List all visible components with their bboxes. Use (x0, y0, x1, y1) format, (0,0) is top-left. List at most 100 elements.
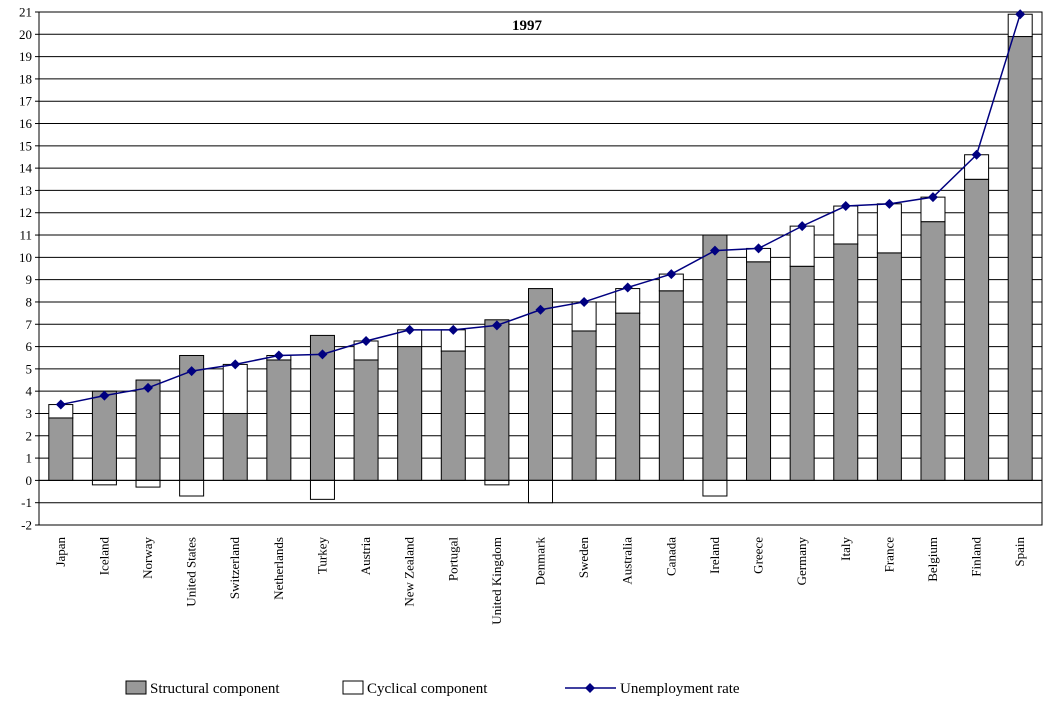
category-label: Germany (794, 537, 809, 586)
y-tick-label: 18 (19, 71, 32, 86)
structural-bar (571, 330, 597, 481)
category-label: Denmark (533, 537, 548, 586)
unemployment-line (55, 9, 1026, 410)
category-label: Japan (53, 537, 68, 567)
unemployment-rate-point (186, 366, 197, 377)
y-tick-label: 5 (26, 361, 33, 376)
cyclical-bar (528, 479, 553, 504)
category-label: Norway (140, 537, 155, 579)
y-tick-label: 21 (19, 5, 32, 20)
cyclical-bar (833, 205, 859, 245)
y-tick-label: 20 (19, 27, 32, 42)
structural-bar (484, 319, 510, 481)
category-labels: Japan Iceland Norway United States Switzerla… (53, 537, 1027, 625)
y-tick-label: 10 (19, 250, 32, 265)
y-tick-label: 14 (19, 161, 33, 176)
y-tick-label: 19 (19, 49, 32, 64)
structural-bar (702, 234, 728, 481)
y-tick-label: 11 (19, 228, 32, 243)
y-tick-label: 8 (26, 294, 33, 309)
structural-bar (528, 288, 553, 481)
unemployment-rate-point (361, 335, 372, 346)
structural-bar (135, 379, 161, 481)
category-label: Portugal (445, 537, 460, 581)
structural-bar (920, 221, 946, 481)
cyclical-bar (615, 288, 641, 314)
chart-title: 1997 (512, 18, 543, 34)
unemployment-rate-point (797, 221, 808, 232)
gridlines (39, 11, 1042, 526)
unemployment-rate-point (1015, 9, 1026, 20)
plot-frame (38, 11, 1043, 526)
unemployment-rate-point (622, 282, 633, 293)
y-tick-label: 6 (26, 339, 33, 354)
structural-bar (353, 359, 379, 481)
unemployment-rate-point (971, 149, 982, 160)
unemployment-rate-point (143, 382, 154, 393)
structural-bar (179, 354, 205, 481)
cyclical-bar (91, 479, 117, 486)
category-label: Belgium (925, 537, 940, 582)
unemployment-rate-point (709, 245, 720, 256)
unemployment-rate-point (666, 269, 677, 280)
legend: Structural component Cyclical component Un… (125, 680, 740, 697)
structural-bar (222, 412, 248, 481)
unemployment-rate-point (840, 201, 851, 212)
structural-bar (658, 290, 684, 481)
y-tick-label: 13 (19, 183, 32, 198)
unemployment-rate-point (884, 198, 895, 209)
axes (38, 11, 1043, 526)
category-label: France (881, 537, 896, 573)
category-label: Sweden (576, 537, 591, 579)
category-label: New Zealand (402, 537, 417, 607)
unemployment-rate-point (927, 192, 938, 203)
unemployment-rate-point (273, 350, 284, 361)
cyclical-bar (222, 363, 248, 414)
category-label: Italy (838, 537, 853, 561)
unemployment-rate-point (404, 324, 415, 335)
cyclical-bar (179, 479, 205, 497)
category-label: Canada (663, 537, 678, 576)
legend-label-unemployment: Unemployment rate (620, 681, 740, 697)
y-tick-label: 17 (19, 94, 33, 109)
category-label: United Kingdom (489, 537, 504, 625)
category-label: Switzerland (227, 537, 242, 600)
y-tick-label: 2 (26, 428, 33, 443)
y-tick-label: 0 (26, 473, 33, 488)
structural-bar (876, 252, 902, 481)
structural-bar (397, 346, 423, 481)
y-tick-label: 12 (19, 205, 32, 220)
legend-swatch-cyclical (342, 680, 364, 695)
category-label: Greece (751, 537, 766, 574)
y-tick-label: 15 (19, 138, 32, 153)
cyclical-bar (876, 203, 902, 254)
cyclical-bar (702, 479, 728, 497)
y-tick-label: -1 (21, 495, 32, 510)
unemployment-rate-point (535, 304, 546, 315)
structural-bar (1007, 36, 1033, 481)
category-label: Finland (969, 537, 984, 577)
unemployment-rate-point (99, 390, 110, 401)
unemployment-rate-point (491, 320, 502, 331)
structural-bar (615, 312, 641, 481)
unemployment-rate-point (579, 296, 590, 307)
category-label: Ireland (707, 537, 722, 574)
category-label: Turkey (314, 537, 329, 575)
structural-bar (964, 178, 990, 481)
y-tick-label: 16 (19, 116, 33, 131)
legend-label-cyclical: Cyclical component (367, 681, 488, 697)
unemployment-rate-point (753, 243, 764, 254)
category-label: Netherlands (271, 537, 286, 600)
structural-bar (309, 334, 335, 481)
y-tick-label: 9 (26, 272, 33, 287)
cyclical-bar (309, 479, 335, 500)
category-label: Iceland (96, 537, 111, 576)
legend-swatch-structural (125, 680, 147, 695)
category-label: Spain (1012, 537, 1027, 567)
structural-bar (266, 359, 292, 481)
legend-marker-unemployment (585, 683, 595, 693)
category-label: United States (184, 537, 199, 607)
y-tick-label: 4 (26, 384, 33, 399)
unemployment-rate-point (230, 359, 241, 370)
